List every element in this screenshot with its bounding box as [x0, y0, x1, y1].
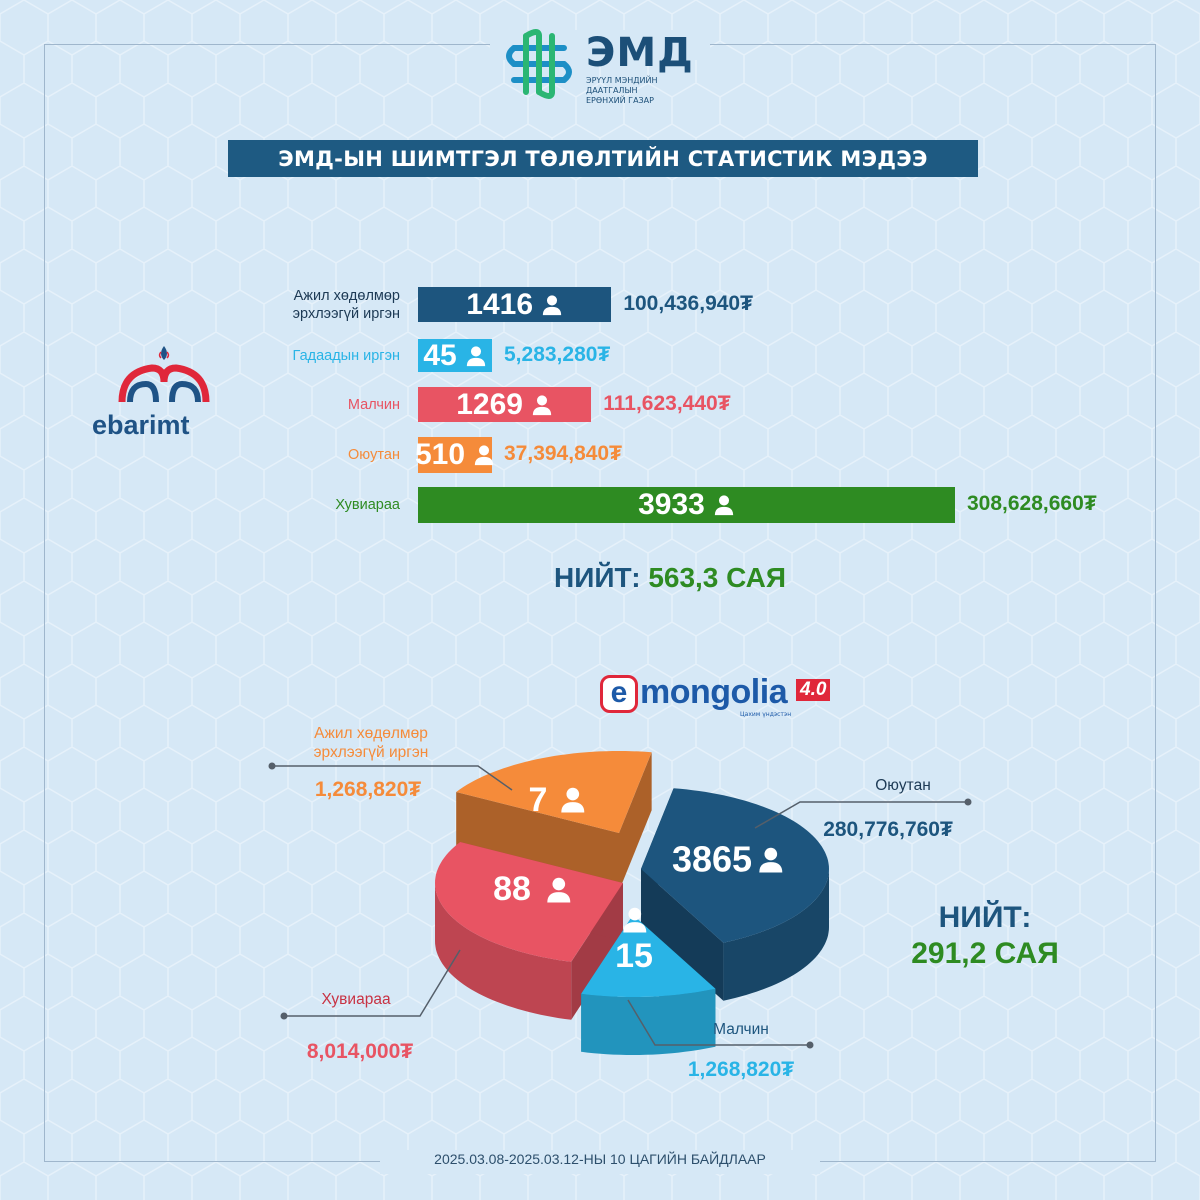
person-icon — [465, 444, 495, 466]
pie-leader-dot — [268, 762, 276, 770]
pie-slice-name: Оюутан — [875, 777, 931, 794]
pie-slice-wall — [619, 752, 652, 891]
bar-value-label: 45 — [423, 338, 457, 372]
pie-value-label: 88 — [493, 870, 531, 908]
pie-value-label: 15 — [615, 937, 653, 975]
pie-value-label: 3865 — [672, 839, 752, 880]
pie-total-value: 291,2 САЯ — [911, 937, 1059, 970]
bar: 3933 — [418, 487, 955, 523]
pie-slice — [581, 915, 716, 997]
bar-amount-label: 111,623,440₮ — [603, 391, 731, 415]
ebarimt-mark-icon — [118, 346, 210, 403]
pie-slice-amount: 280,776,760₮ — [823, 818, 953, 841]
bar-chart: Ажил хөдөлмөр эрхлээгүй иргэн 1416 100,436… — [0, 0, 1200, 560]
footer-date-note: 2025.03.08-2025.03.12-НЫ 10 ЦАГИЙН БАЙДЛ… — [434, 1151, 766, 1167]
pie-slice-name: Ажил хөдөлмөр эрхлээгүй иргэн — [313, 725, 429, 761]
person-icon — [623, 907, 647, 933]
bar-category-label: Оюутан — [348, 447, 400, 463]
person-icon — [561, 787, 585, 813]
pie-value-label: 7 — [529, 781, 548, 819]
pie-slice — [456, 751, 652, 833]
bar-value-label: 510 — [414, 438, 466, 471]
person-icon — [759, 847, 783, 873]
person-icon — [547, 877, 571, 903]
pie-slice-side — [435, 883, 572, 1020]
bar-category-label: Малчин — [347, 396, 400, 413]
bar-amount-label: 308,628,660₮ — [967, 492, 1097, 515]
emongolia-logo: e mongolia 4.0 Цахим үндэстэн — [600, 673, 852, 721]
emd-logo: ЭМД ЭРҮҮЛ МЭНДИЙН ДААТГАЛЫН ЕРӨНХИЙ ГАЗА… — [500, 24, 700, 105]
emd-logo-subtitle: ЭРҮҮЛ МЭНДИЙН ДААТГАЛЫН ЕРӨНХИЙ ГАЗАР — [586, 76, 658, 105]
bar-amount-label: 5,283,280₮ — [504, 342, 611, 366]
pie-slice-wall — [641, 869, 724, 1001]
pie-slice — [435, 842, 623, 962]
emongolia-wordmark: mongolia — [640, 673, 788, 711]
person-icon — [705, 494, 735, 516]
bar: 1416 — [418, 287, 612, 322]
bar-total-value: 563,3 САЯ — [648, 562, 787, 593]
pie-slice-side — [723, 869, 829, 1001]
bar: 510 — [414, 437, 495, 473]
pie-slice-side — [581, 988, 716, 1055]
bar-category-label: Ажил хөдөлмөр эрхлээгүй иргэн — [292, 287, 400, 322]
person-icon — [457, 345, 487, 367]
bar-value-label: 1269 — [456, 387, 523, 421]
emongolia-e-mark: e — [600, 675, 638, 713]
pie-leader-dot — [806, 1041, 814, 1049]
bar: 1269 — [418, 387, 592, 422]
pie-slice-wall — [456, 792, 619, 891]
person-icon — [523, 394, 553, 416]
bar-category-label: Хувиараа — [335, 497, 400, 513]
emd-logo-name: ЭМД — [586, 30, 694, 76]
pie-slice-amount: 8,014,000₮ — [306, 1040, 414, 1063]
pie-slice-name: Малчин — [713, 1021, 769, 1038]
emd-knot-icon — [506, 29, 572, 99]
bar-chart-total: НИЙТ: 563,3 САЯ — [554, 562, 786, 594]
pie-slice-name: Хувиараа — [321, 991, 391, 1008]
pie-leader-dot — [280, 1012, 288, 1020]
pie-leader-line — [284, 949, 461, 1017]
ebarimt-logo: ebarimt — [88, 340, 228, 450]
pie-leader-line — [272, 765, 513, 791]
pie-total-label: НИЙТ: — [938, 901, 1032, 934]
page-title: ЭМД-ЫН ШИМТГЭЛ ТӨЛӨЛТИЙН СТАТИСТИК МЭДЭЭ — [228, 140, 978, 177]
bar-amount-label: 37,394,840₮ — [504, 442, 622, 465]
bar-category-label: Гадаадын иргэн — [292, 347, 400, 364]
bar-total-label: НИЙТ: — [554, 562, 641, 593]
emongolia-tagline: Цахим үндэстэн — [740, 711, 792, 718]
bar-value-label: 1416 — [466, 287, 534, 321]
ebarimt-wordmark: ebarimt — [92, 410, 190, 440]
pie-chart-total: НИЙТ: 291,2 САЯ — [900, 900, 1070, 972]
pie-slice — [641, 788, 829, 943]
person-icon — [533, 294, 563, 316]
pie-leader-line — [754, 801, 968, 829]
emongolia-version: 4.0 — [796, 679, 831, 701]
bar: 45 — [418, 339, 492, 372]
pie-leader-line — [627, 999, 810, 1046]
bar-amount-label: 100,436,940₮ — [623, 291, 753, 315]
pie-slice-amount: 1,268,820₮ — [314, 778, 422, 801]
pie-leader-dot — [964, 798, 972, 806]
pie-slice-amount: 1,268,820₮ — [687, 1058, 795, 1081]
bar-value-label: 3933 — [638, 488, 705, 521]
